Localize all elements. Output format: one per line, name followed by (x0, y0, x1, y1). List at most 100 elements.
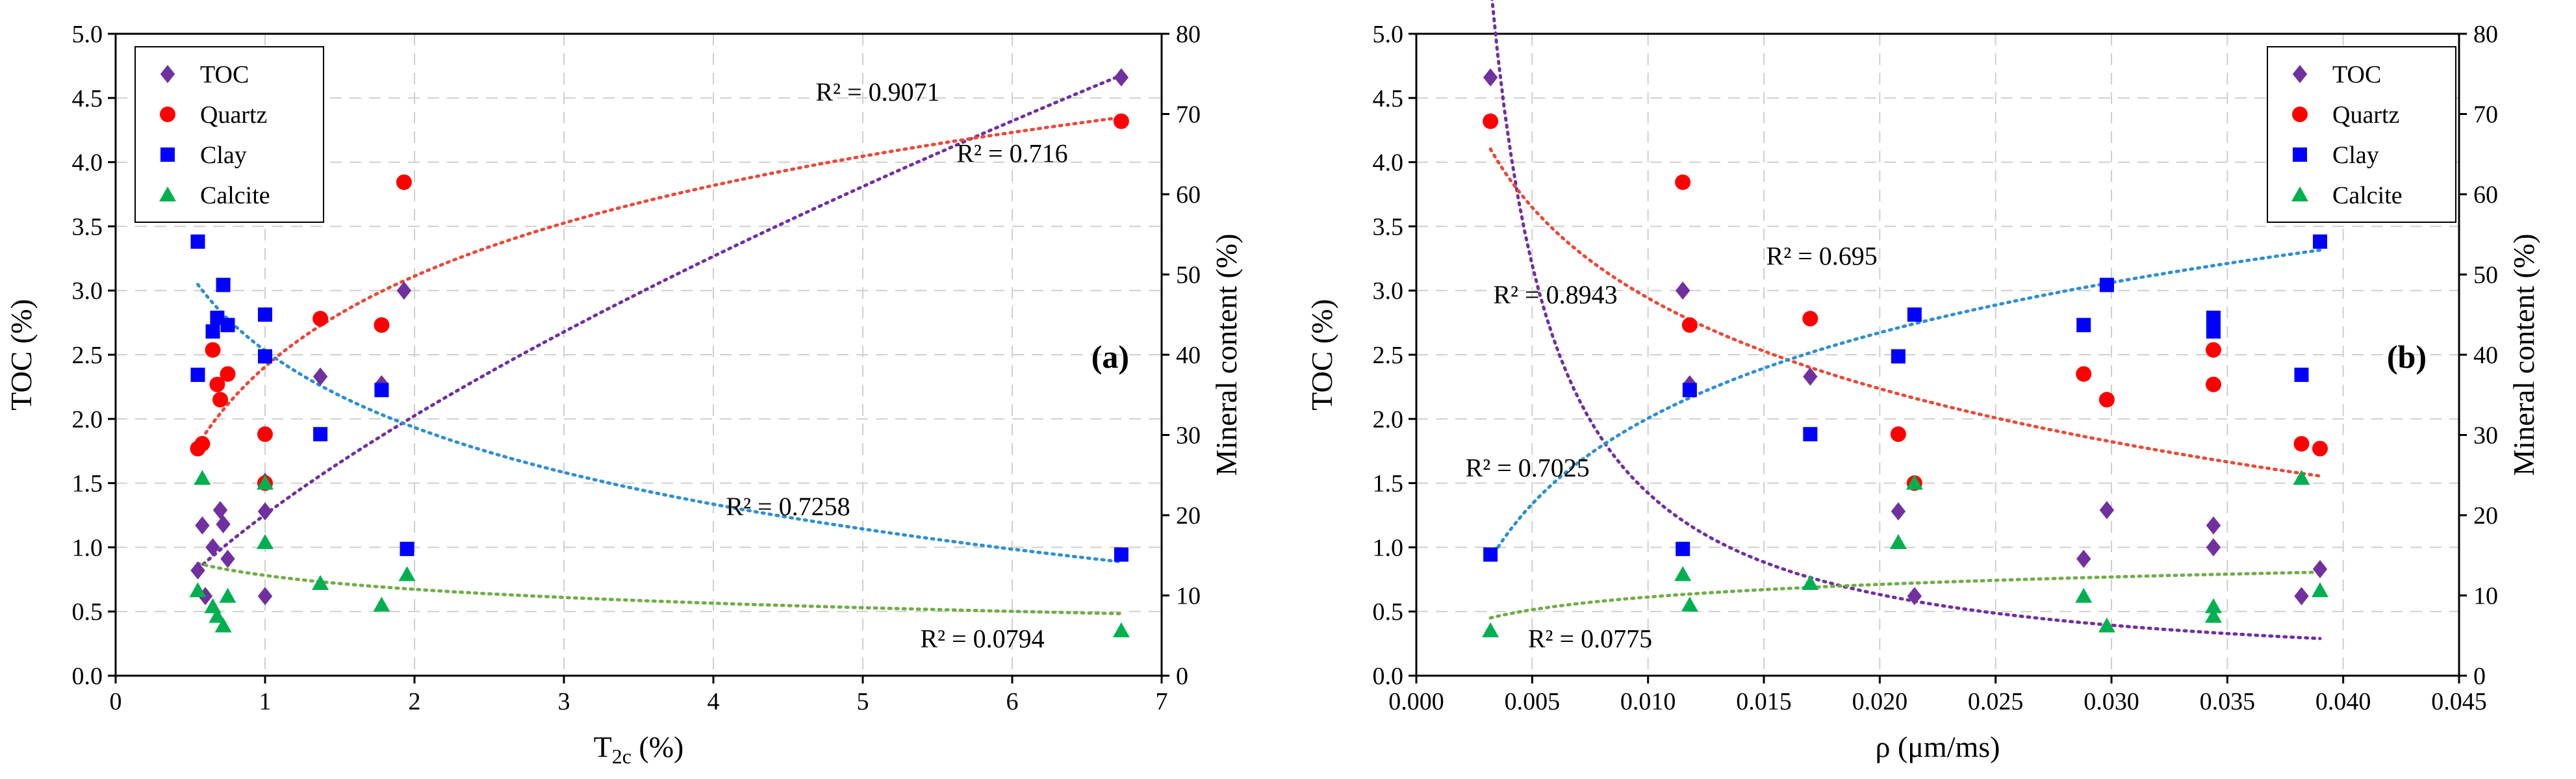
calcite-point (1482, 622, 1499, 637)
legend-label-toc: TOC (2332, 61, 2381, 88)
x-tick-label: 0.015 (1736, 688, 1792, 715)
toc-point (195, 516, 210, 535)
toc-point (1675, 281, 1690, 300)
legend-label-calcite: Calcite (2332, 182, 2403, 209)
y-left-tick-label: 4.5 (72, 85, 103, 112)
toc-point (257, 502, 273, 521)
legend-label-toc: TOC (200, 61, 249, 88)
x-tick-label: 0.025 (1968, 688, 2024, 715)
legend-label-quartz: Quartz (200, 101, 267, 129)
quartz-point (194, 436, 210, 452)
clay-point (258, 307, 272, 322)
y-right-tick-label: 20 (2473, 502, 2498, 530)
series-calcite (1482, 470, 2328, 637)
toc-point (1891, 502, 1906, 521)
y-right-tick-label: 60 (1176, 181, 1201, 209)
calcite-point (373, 596, 390, 612)
quartz-point (2312, 441, 2328, 457)
quartz-point (1483, 113, 1499, 129)
y-right-tick-label: 70 (2473, 101, 2498, 129)
toc-point (1803, 367, 1818, 386)
x-tick-label: 1 (259, 688, 272, 715)
calcite-point (1889, 533, 1907, 549)
y-left-tick-label: 4.5 (1373, 85, 1404, 112)
legend: TOC Quartz Clay Calcite (134, 46, 324, 223)
legend-marker-calcite (2291, 186, 2308, 201)
legend-marker-toc (160, 65, 175, 83)
x-tick-label: 6 (1006, 688, 1019, 715)
toc-point (2076, 550, 2091, 568)
clay-point (2206, 324, 2221, 339)
toc-point (212, 501, 228, 520)
toc-point (312, 367, 328, 386)
y-right-tick-label: 0 (2473, 663, 2486, 690)
quartz-point (1675, 174, 1691, 190)
calcite-point (1906, 474, 1923, 490)
quartz-point (220, 366, 236, 382)
x-tick-label: 0.045 (2431, 688, 2487, 715)
x-tick-label: 5 (857, 688, 869, 715)
quartz-point (2098, 392, 2115, 408)
y-right-axis-title: Mineral content (%) (1210, 234, 1243, 476)
series-toc (1483, 68, 2328, 606)
calcite-point (189, 582, 207, 598)
y-left-tick-label: 0.0 (1373, 663, 1404, 690)
clay-point (1803, 427, 1818, 442)
clay-point (1891, 349, 1906, 364)
r2-label-quartz: R² = 0.716 (956, 139, 1067, 168)
y-left-tick-label: 1.0 (72, 534, 103, 561)
calcite-point (219, 587, 236, 603)
calcite-point (2293, 470, 2310, 485)
y-left-tick-label: 3.0 (72, 277, 103, 305)
trendline-quartz (196, 116, 1123, 447)
calcite-point (1112, 622, 1130, 637)
y-right-tick-label: 80 (1176, 21, 1201, 48)
y-right-tick-label: 50 (1176, 262, 1201, 289)
x-tick-label: 3 (558, 688, 570, 715)
y-left-axis-title: TOC (%) (5, 299, 38, 411)
clay-point (258, 349, 272, 364)
legend: TOC Quartz Clay Calcite (2267, 46, 2456, 223)
clay-point (313, 427, 328, 442)
y-left-tick-label: 3.5 (1373, 213, 1404, 240)
quartz-point (2076, 366, 2092, 382)
trendline-calcite (1488, 570, 2322, 620)
toc-point (220, 550, 235, 568)
legend-marker-toc (2292, 65, 2308, 83)
r2-label-calcite: R² = 0.0775 (1528, 624, 1652, 654)
calcite-point (214, 617, 232, 633)
quartz-point (212, 392, 228, 408)
quartz-point (2293, 436, 2310, 452)
y-left-tick-label: 2.0 (1373, 406, 1404, 433)
calcite-point (1802, 574, 1819, 590)
toc-point (396, 281, 412, 300)
toc-point (2312, 559, 2328, 578)
calcite-point (1681, 596, 1698, 612)
quartz-point (2205, 376, 2221, 392)
y-left-tick-label: 1.5 (72, 470, 103, 498)
r2-label-quartz: R² = 0.695 (1766, 242, 1878, 271)
x-tick-label: 0.030 (2084, 688, 2139, 715)
x-tick-label: 0 (110, 688, 122, 715)
toc-point (2206, 538, 2221, 557)
r2-label-clay: R² = 0.7258 (726, 492, 850, 521)
clay-point (190, 367, 205, 382)
chart-panel-b: 0.000 0.005 0.010 0.015 0.020 0.025 0.030 0.035… (1305, 0, 2540, 763)
calcite-point (1674, 566, 1692, 581)
toc-point (2099, 501, 2115, 520)
x-tick-label: 0.040 (2315, 688, 2371, 715)
clay-point (205, 324, 220, 339)
toc-point (205, 538, 220, 557)
calcite-point (2204, 598, 2222, 613)
calcite-point (257, 474, 274, 490)
toc-point (2294, 587, 2309, 606)
toc-point (257, 587, 273, 606)
series-quartz (1483, 113, 2328, 491)
r2-label-toc: R² = 0.8943 (1493, 280, 1617, 309)
x-tick-label: 0.035 (2200, 688, 2256, 715)
y-left-tick-label: 0.5 (1373, 598, 1404, 626)
clay-point (400, 541, 414, 556)
y-left-tick-label: 3.0 (1373, 277, 1404, 305)
quartz-point (2205, 342, 2221, 358)
y-right-axis-title: Mineral content (%) (2507, 234, 2540, 476)
